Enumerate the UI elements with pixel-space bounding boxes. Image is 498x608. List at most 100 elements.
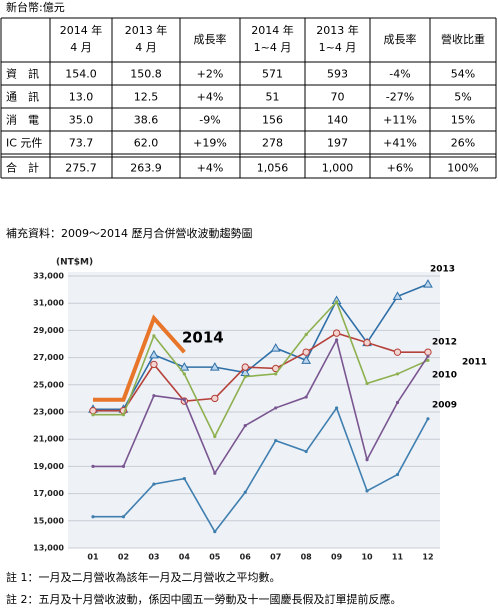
x-tick-label: 11 xyxy=(392,553,404,562)
point xyxy=(243,375,247,379)
x-tick-label: 08 xyxy=(301,553,313,562)
point xyxy=(182,398,186,402)
point xyxy=(335,338,339,342)
cell: 62.0 xyxy=(134,137,159,150)
point xyxy=(304,332,308,337)
point xyxy=(424,348,432,356)
series-line xyxy=(93,283,429,411)
series-label: 2014 xyxy=(182,329,224,347)
cell: -27% xyxy=(386,91,414,104)
series-line xyxy=(93,300,429,439)
cell: -4% xyxy=(389,68,410,81)
point xyxy=(332,329,341,337)
y-tick-label: 15,000 xyxy=(33,516,64,525)
cell: +41% xyxy=(383,137,417,150)
cell: 5% xyxy=(454,91,471,104)
series-label: 2009 xyxy=(432,401,457,411)
cell: 73.7 xyxy=(69,137,94,150)
point xyxy=(121,464,126,468)
chart: 13,000 15,000 17,000 19,000 21,000 23,000 25,0… xyxy=(33,265,487,562)
series-label: 2011 xyxy=(462,358,487,368)
header-cell: 1~4 月 xyxy=(254,41,292,54)
series-line xyxy=(93,337,429,475)
y-axis-label: (NT$M) xyxy=(56,258,93,268)
cell: 197 xyxy=(327,137,348,150)
row-label: IC 元件 xyxy=(6,137,42,150)
cell: +2% xyxy=(197,68,224,81)
point xyxy=(182,372,186,376)
cell: 571 xyxy=(262,68,283,81)
header-cell: 2013 年 xyxy=(316,23,359,37)
point xyxy=(426,354,430,358)
point xyxy=(152,394,156,398)
cell: 154.0 xyxy=(65,68,97,81)
point xyxy=(274,438,278,443)
cell: 593 xyxy=(327,68,348,81)
series-line xyxy=(93,314,186,402)
point xyxy=(211,394,219,403)
point xyxy=(395,472,400,477)
header-cell: 2013 年 xyxy=(125,23,168,37)
series-label: 2013 xyxy=(430,265,455,275)
header-cell: 1~4 月 xyxy=(319,41,357,54)
point xyxy=(243,424,247,428)
point xyxy=(149,349,159,359)
x-tick-label: 01 xyxy=(87,553,99,562)
point xyxy=(393,348,402,356)
x-tick-label: 09 xyxy=(331,553,343,562)
cell: 1,000 xyxy=(322,162,354,175)
cell: 263.9 xyxy=(130,162,162,175)
y-tick-label: 19,000 xyxy=(33,462,64,471)
point xyxy=(274,372,278,376)
cell: 278 xyxy=(262,137,283,150)
header-cell: 營收比重 xyxy=(441,32,485,46)
point xyxy=(304,449,308,454)
chart-title: 補充資料：2009～2014 歷月合併營收波動趨勢圖 xyxy=(6,226,252,240)
cell: 15% xyxy=(451,114,475,127)
point xyxy=(395,372,400,376)
unit: 新台幣:億元 xyxy=(6,0,65,14)
cell: 13.0 xyxy=(69,91,94,104)
point xyxy=(304,395,308,399)
row-label: 合 計 xyxy=(6,161,39,175)
y-tick-label: 31,000 xyxy=(33,299,64,308)
x-tick-label: 10 xyxy=(361,553,373,562)
note: 註 1：一月及二月營收為該年一月及二月營收之平均數。 xyxy=(6,570,281,584)
table: 2014 年 4 月 2013 年 4 月 成長率 2014 年 1~4 月 2013 年 1~… xyxy=(0,17,497,179)
point xyxy=(213,471,217,475)
point xyxy=(365,381,369,386)
x-tick-label: 07 xyxy=(270,553,281,562)
point xyxy=(335,406,339,410)
x-tick-label: 03 xyxy=(148,553,159,562)
x-tick-label: 04 xyxy=(179,553,191,562)
point xyxy=(270,343,281,352)
cell: 26% xyxy=(451,137,475,150)
point xyxy=(365,458,369,462)
cell: 100% xyxy=(447,162,478,175)
point xyxy=(213,530,217,534)
cell: 12.5 xyxy=(134,91,159,104)
cell: +11% xyxy=(383,114,417,127)
header-cell: 4 月 xyxy=(70,41,92,54)
y-tick-label: 33,000 xyxy=(33,272,64,281)
y-tick-label: 23,000 xyxy=(33,408,64,417)
point xyxy=(121,515,126,519)
cell: 54% xyxy=(451,68,475,81)
header-cell: 成長率 xyxy=(194,32,227,46)
header-cell: 2014 年 xyxy=(251,23,294,37)
point xyxy=(426,358,430,362)
plot-area xyxy=(68,272,440,548)
header-cell: 成長率 xyxy=(384,32,417,46)
point xyxy=(179,362,190,371)
x-tick-label: 12 xyxy=(422,553,433,562)
row-label: 消 電 xyxy=(6,113,39,127)
point xyxy=(213,434,217,439)
point xyxy=(335,300,339,304)
row-label: 資 訊 xyxy=(6,67,39,81)
y-tick-label: 27,000 xyxy=(33,353,64,362)
point xyxy=(426,417,430,421)
point xyxy=(182,477,186,481)
cell: 38.6 xyxy=(134,114,159,127)
cell: 275.7 xyxy=(65,162,97,175)
